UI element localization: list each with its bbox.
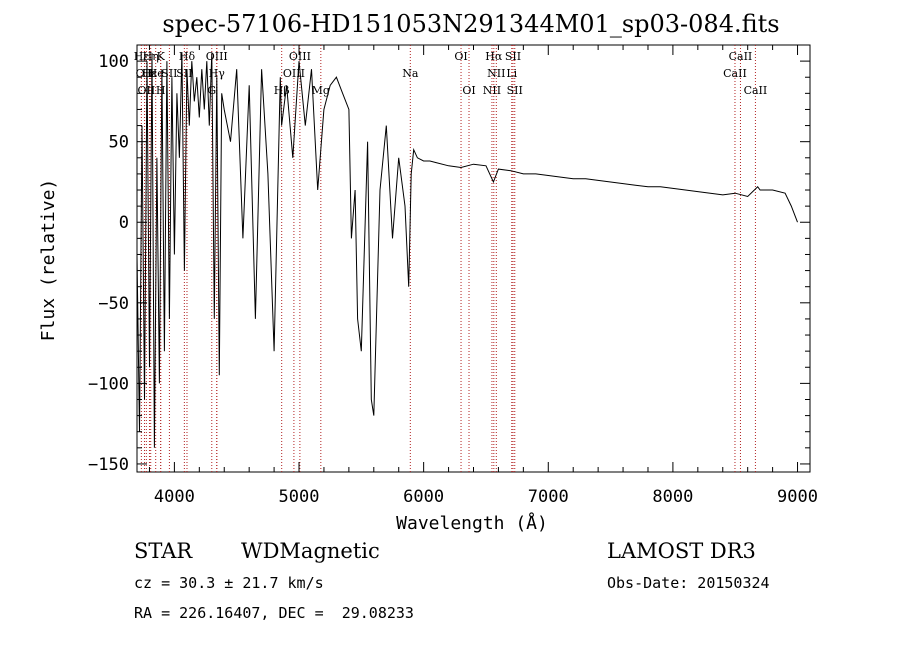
line-label: Mg <box>312 84 330 97</box>
line-label: CaII <box>729 50 753 63</box>
line-label: OIII <box>206 50 228 63</box>
redshift-velocity: cz = 30.3 ± 21.7 km/s <box>134 574 324 592</box>
line-label: CaII <box>723 67 747 80</box>
x-tick-label: 5000 <box>279 487 320 507</box>
object-class: STAR <box>134 539 193 563</box>
line-label: H <box>156 84 166 97</box>
line-label: OIII <box>283 67 305 80</box>
line-label: NII <box>487 67 505 80</box>
chart-title: spec-57106-HD151053N291344M01_sp03-084.f… <box>162 10 779 38</box>
line-label: Na <box>402 67 419 80</box>
object-subclass: WDMagnetic <box>241 539 380 563</box>
x-tick-label: 9000 <box>777 487 818 507</box>
line-label: SII <box>176 67 192 80</box>
y-tick-label: −150 <box>88 455 129 475</box>
line-label: SII <box>161 67 177 80</box>
y-axis-label: Flux (relative) <box>38 179 59 342</box>
x-tick-label: 4000 <box>154 487 195 507</box>
line-label: Li <box>506 67 517 80</box>
x-tick-label: 8000 <box>652 487 693 507</box>
line-label: Hγ <box>209 67 226 80</box>
x-axis-label: Wavelength (Å) <box>396 512 548 534</box>
line-label: NII <box>483 84 501 97</box>
x-tick-label: 6000 <box>403 487 444 507</box>
line-label: CaII <box>744 84 768 97</box>
line-label: SII <box>505 50 521 63</box>
line-label: K <box>157 50 166 63</box>
y-axis: −150 −100 −50 0 50 100 <box>88 52 810 475</box>
line-label: OI <box>462 84 475 97</box>
survey-name: LAMOST DR3 <box>607 539 756 563</box>
x-tick-label: 7000 <box>528 487 569 507</box>
line-label: Hη <box>143 50 159 63</box>
spectrum-line <box>136 53 798 448</box>
coordinates: RA = 226.16407, DEC = 29.08233 <box>134 604 414 622</box>
y-tick-label: 50 <box>109 133 129 153</box>
line-label: Hε <box>142 67 158 80</box>
y-tick-label: −100 <box>88 374 129 394</box>
line-label: OIII <box>289 50 311 63</box>
line-label: OI <box>454 50 467 63</box>
line-label: Hδ <box>179 50 196 63</box>
line-label: Hα <box>485 50 503 63</box>
y-tick-label: −50 <box>98 294 129 314</box>
line-label: SII <box>507 84 523 97</box>
y-tick-label: 100 <box>98 52 129 72</box>
y-tick-label: 0 <box>119 213 129 233</box>
x-axis: 4000 5000 6000 7000 8000 9000 <box>148 45 818 507</box>
line-label: Hε <box>134 50 150 63</box>
observation-date: Obs-Date: 20150324 <box>607 574 770 592</box>
spectral-line-labels: HεOIIOIIHεHηHeKHSIIHδSIIOIIIHγGOIIIOIIIH… <box>134 50 768 97</box>
